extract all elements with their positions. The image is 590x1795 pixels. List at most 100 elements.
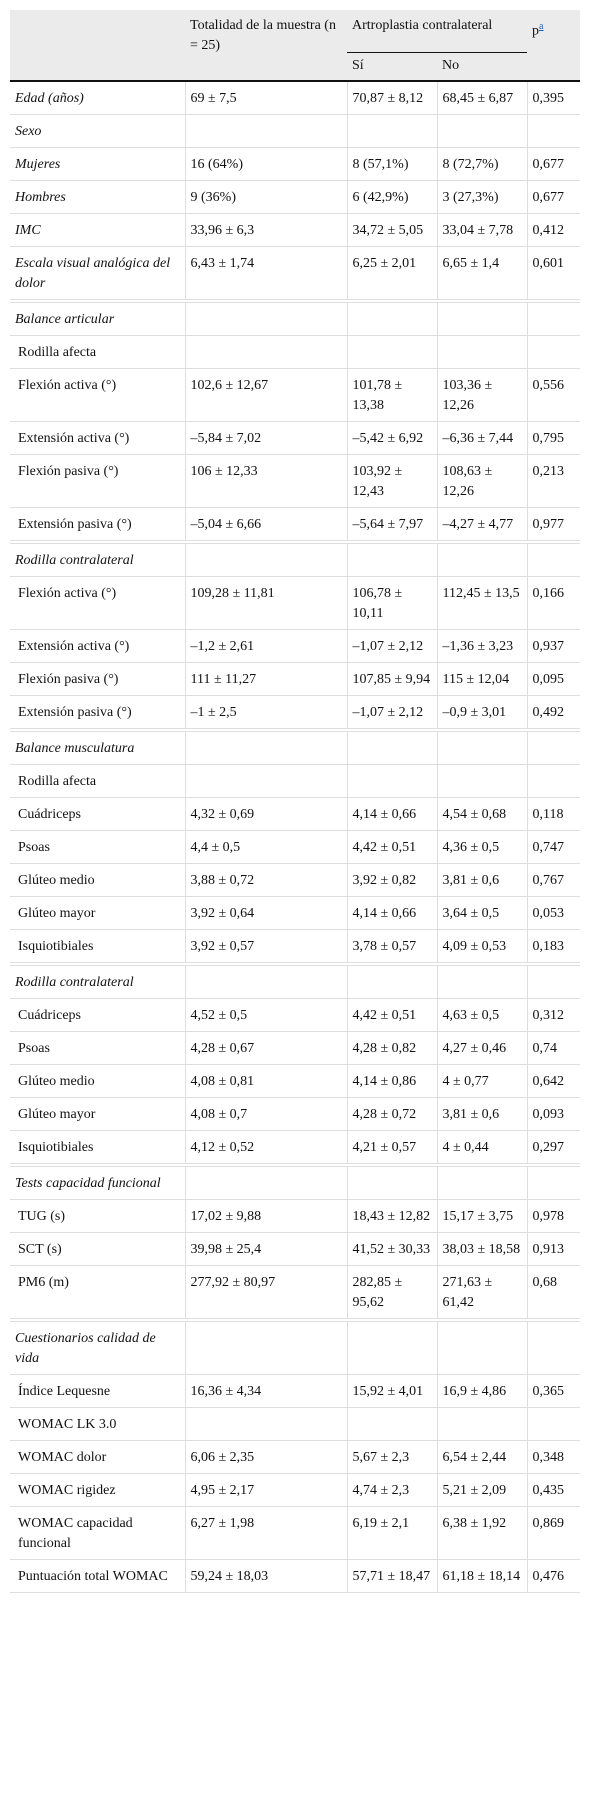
cell-total: 4,32 ± 0,69 xyxy=(185,797,348,831)
cell-p: 0,68 xyxy=(527,1265,581,1319)
cell-p: 0,937 xyxy=(527,629,581,663)
spacer-cell xyxy=(10,299,185,303)
cell-no: 3 (27,3%) xyxy=(437,180,528,214)
cell-p xyxy=(527,965,581,999)
cell-si xyxy=(347,1321,438,1375)
table-row: Psoas 4,4 ± 0,5 4,42 ± 0,51 4,36 ± 0,5 0,747 xyxy=(10,830,581,864)
table-row: Tests capacidad funcional xyxy=(10,1166,581,1200)
cell-si xyxy=(347,114,438,148)
row-label: IMC xyxy=(10,213,186,247)
spacer-cell xyxy=(437,1163,528,1167)
table-row: Flexión activa (°) 109,28 ± 11,81 106,78 ±… xyxy=(10,576,581,630)
table-row: Flexión activa (°) 102,6 ± 12,67 101,78 ± … xyxy=(10,368,581,422)
spacer-cell xyxy=(437,1318,528,1322)
table-row: Edad (años) 69 ± 7,5 70,87 ± 8,12 68,45 ± 6… xyxy=(10,81,581,115)
table-row: Flexión pasiva (°) 106 ± 12,33 103,92 ± 12… xyxy=(10,454,581,508)
cell-si: –5,42 ± 6,92 xyxy=(347,421,438,455)
cell-total: 6,43 ± 1,74 xyxy=(185,246,348,300)
cell-no xyxy=(437,764,528,798)
spacer-cell xyxy=(347,299,437,303)
row-label: Índice Lequesne xyxy=(10,1374,186,1408)
spacer-cell xyxy=(527,1163,581,1167)
spacer-cell xyxy=(10,1163,185,1167)
cell-p: 0,166 xyxy=(527,576,581,630)
cell-total xyxy=(185,764,348,798)
cell-p: 0,795 xyxy=(527,421,581,455)
cell-si: 106,78 ± 10,11 xyxy=(347,576,438,630)
spacer-cell xyxy=(185,540,347,544)
table-row: Cuádriceps 4,52 ± 0,5 4,42 ± 0,51 4,63 ± 0,… xyxy=(10,998,581,1032)
cell-no: 4 ± 0,77 xyxy=(437,1064,528,1098)
table-row: Glúteo mayor 4,08 ± 0,7 4,28 ± 0,72 3,81 ± … xyxy=(10,1097,581,1131)
cell-no: 115 ± 12,04 xyxy=(437,662,528,696)
cell-total: 4,12 ± 0,52 xyxy=(185,1130,348,1164)
spacer-cell xyxy=(527,540,581,544)
cell-total xyxy=(185,1407,348,1441)
spacer-cell xyxy=(10,1318,185,1322)
footnote-link[interactable]: a xyxy=(539,21,544,32)
header-si: Sí xyxy=(347,52,437,82)
table-row: Mujeres 16 (64%) 8 (57,1%) 8 (72,7%) 0,677 xyxy=(10,147,581,181)
table-row: Isquiotibiales 4,12 ± 0,52 4,21 ± 0,57 4 ± … xyxy=(10,1130,581,1164)
spacer-cell xyxy=(437,728,528,732)
cell-no: –1,36 ± 3,23 xyxy=(437,629,528,663)
spacer-cell xyxy=(527,1318,581,1322)
row-label: Balance musculatura xyxy=(10,731,186,765)
cell-no: 6,54 ± 2,44 xyxy=(437,1440,528,1474)
cell-p xyxy=(527,1407,581,1441)
cell-total: –1 ± 2,5 xyxy=(185,695,348,729)
cell-si: 5,67 ± 2,3 xyxy=(347,1440,438,1474)
table-row: Hombres 9 (36%) 6 (42,9%) 3 (27,3%) 0,677 xyxy=(10,180,581,214)
cell-no xyxy=(437,1407,528,1441)
spacer-cell xyxy=(347,728,437,732)
cell-no: 4,63 ± 0,5 xyxy=(437,998,528,1032)
cell-si: 107,85 ± 9,94 xyxy=(347,662,438,696)
cell-p: 0,365 xyxy=(527,1374,581,1408)
cell-no xyxy=(437,114,528,148)
table-row: Flexión pasiva (°) 111 ± 11,27 107,85 ± 9,… xyxy=(10,662,581,696)
row-label: Glúteo medio xyxy=(10,1064,186,1098)
row-label: Balance articular xyxy=(10,302,186,336)
cell-p: 0,213 xyxy=(527,454,581,508)
cell-si: 6 (42,9%) xyxy=(347,180,438,214)
cell-total: 4,28 ± 0,67 xyxy=(185,1031,348,1065)
cell-p: 0,492 xyxy=(527,695,581,729)
cell-no: 3,81 ± 0,6 xyxy=(437,863,528,897)
row-label: Sexo xyxy=(10,114,186,148)
table-row: SCT (s) 39,98 ± 25,4 41,52 ± 30,33 38,03 ± … xyxy=(10,1232,581,1266)
cell-p xyxy=(527,302,581,336)
cell-no: 108,63 ± 12,26 xyxy=(437,454,528,508)
spacer-cell xyxy=(347,962,437,966)
cell-total: 111 ± 11,27 xyxy=(185,662,348,696)
spacer-cell xyxy=(185,299,347,303)
cell-si: 101,78 ± 13,38 xyxy=(347,368,438,422)
cell-si: 70,87 ± 8,12 xyxy=(347,81,438,115)
cell-p: 0,476 xyxy=(527,1559,581,1593)
cell-total xyxy=(185,543,348,577)
cell-si xyxy=(347,335,438,369)
row-label: Psoas xyxy=(10,1031,186,1065)
cell-no: –6,36 ± 7,44 xyxy=(437,421,528,455)
cell-p xyxy=(527,543,581,577)
cell-p: 0,913 xyxy=(527,1232,581,1266)
cell-no: –0,9 ± 3,01 xyxy=(437,695,528,729)
row-label: PM6 (m) xyxy=(10,1265,186,1319)
row-label: Psoas xyxy=(10,830,186,864)
table-header: Totalidad de la muestra (n = 25) Artropl… xyxy=(10,10,581,82)
cell-si: 57,71 ± 18,47 xyxy=(347,1559,438,1593)
cell-no: 8 (72,7%) xyxy=(437,147,528,181)
table-row: WOMAC capacidad funcional 6,27 ± 1,98 6,19… xyxy=(10,1506,581,1560)
cell-total: 59,24 ± 18,03 xyxy=(185,1559,348,1593)
table-row: IMC 33,96 ± 6,3 34,72 ± 5,05 33,04 ± 7,78 0,… xyxy=(10,213,581,247)
cell-si: 8 (57,1%) xyxy=(347,147,438,181)
cell-p xyxy=(527,114,581,148)
cell-p: 0,869 xyxy=(527,1506,581,1560)
cell-si xyxy=(347,731,438,765)
cell-p: 0,677 xyxy=(527,180,581,214)
spacer-cell xyxy=(347,540,437,544)
table-row: PM6 (m) 277,92 ± 80,97 282,85 ± 95,62 271,6… xyxy=(10,1265,581,1319)
row-label: Edad (años) xyxy=(10,81,186,115)
spacer-cell xyxy=(347,1163,437,1167)
cell-total: 6,06 ± 2,35 xyxy=(185,1440,348,1474)
cell-no: 6,38 ± 1,92 xyxy=(437,1506,528,1560)
